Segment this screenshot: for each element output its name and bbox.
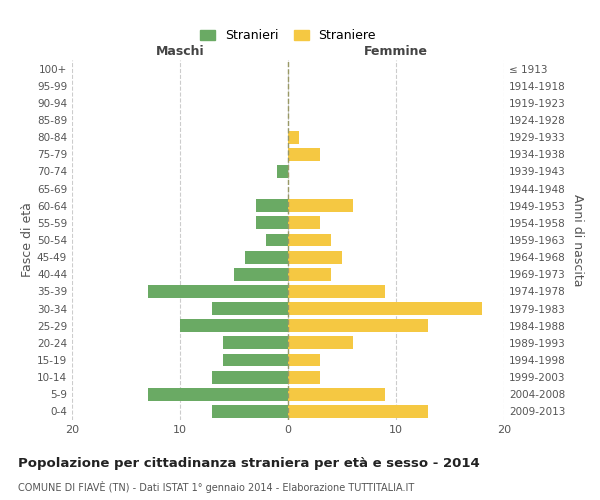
Bar: [256, 216, 288, 230]
Bar: [277, 165, 288, 178]
Bar: [288, 250, 342, 264]
Bar: [288, 268, 331, 280]
Bar: [223, 336, 288, 349]
Bar: [288, 234, 331, 246]
Bar: [148, 285, 288, 298]
Bar: [288, 336, 353, 349]
Y-axis label: Anni di nascita: Anni di nascita: [571, 194, 584, 286]
Bar: [288, 200, 353, 212]
Bar: [288, 148, 320, 160]
Bar: [212, 405, 288, 418]
Y-axis label: Fasce di età: Fasce di età: [21, 202, 34, 278]
Text: Maschi: Maschi: [155, 46, 205, 59]
Bar: [288, 370, 320, 384]
Bar: [288, 216, 320, 230]
Bar: [180, 320, 288, 332]
Text: Popolazione per cittadinanza straniera per età e sesso - 2014: Popolazione per cittadinanza straniera p…: [18, 458, 480, 470]
Bar: [288, 354, 320, 366]
Bar: [266, 234, 288, 246]
Legend: Stranieri, Straniere: Stranieri, Straniere: [194, 23, 382, 48]
Text: Femmine: Femmine: [364, 46, 428, 59]
Bar: [288, 388, 385, 400]
Bar: [234, 268, 288, 280]
Bar: [288, 302, 482, 315]
Bar: [245, 250, 288, 264]
Bar: [212, 370, 288, 384]
Bar: [288, 405, 428, 418]
Bar: [288, 320, 428, 332]
Bar: [288, 285, 385, 298]
Bar: [212, 302, 288, 315]
Bar: [256, 200, 288, 212]
Bar: [288, 130, 299, 143]
Text: COMUNE DI FIAVÈ (TN) - Dati ISTAT 1° gennaio 2014 - Elaborazione TUTTITALIA.IT: COMUNE DI FIAVÈ (TN) - Dati ISTAT 1° gen…: [18, 481, 414, 493]
Bar: [223, 354, 288, 366]
Bar: [148, 388, 288, 400]
